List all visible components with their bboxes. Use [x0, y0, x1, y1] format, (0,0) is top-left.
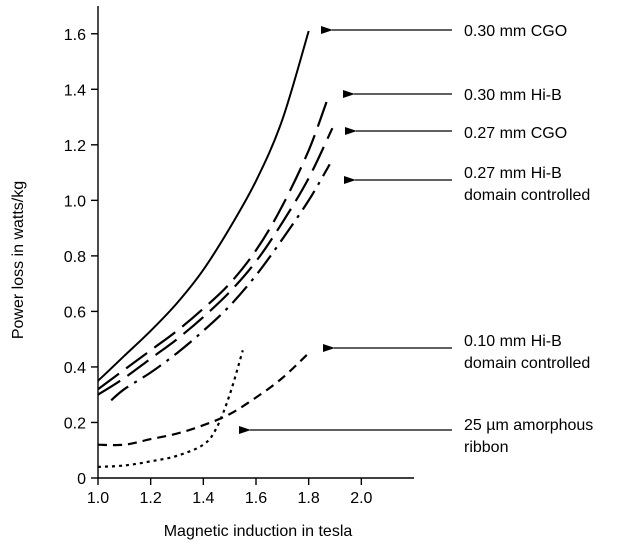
series-label-25-m-amorphous-ribbon: 25 µm amorphous [464, 417, 593, 434]
x-tick-label: 1.4 [192, 490, 214, 507]
series-annotations: 0.30 mm CGO 0.30 mm Hi-B 0.27 mm CGO 0.27 m… [239, 23, 593, 456]
y-tick-label: 1.6 [64, 27, 86, 44]
series-lines [97, 30, 334, 468]
series-label-0-27-mm-cgo: 0.27 mm CGO [464, 125, 567, 142]
y-tick-label: 1.4 [64, 82, 86, 99]
y-tick-label: 0.2 [64, 415, 86, 432]
series-label-0-10-mm-hi-b-domain-controlled: domain controlled [464, 355, 590, 372]
series-label-0-10-mm-hi-b-domain-controlled: 0.10 mm Hi-B [464, 333, 562, 350]
series-line-0-30-mm-cgo [97, 30, 310, 382]
y-axis-label: Power loss in watts/kg [10, 181, 27, 339]
y-tick-label: 0.6 [64, 304, 86, 321]
x-tick-label: 2.0 [350, 490, 372, 507]
x-tick-label: 1.8 [298, 490, 320, 507]
series-label-0-30-mm-cgo: 0.30 mm CGO [464, 23, 567, 40]
axes: 0 0.2 0.4 0.6 0.8 1.0 1.2 1.4 1.6 1.0 1.2 1.4 1.6 1.8… [64, 6, 414, 507]
series-line-0-27-mm-cgo [97, 127, 334, 396]
series-label-0-30-mm-hi-b: 0.30 mm Hi-B [464, 87, 562, 104]
series-line-0-30-mm-hi-b [97, 100, 329, 391]
y-tick-label: 1.0 [64, 193, 86, 210]
series-label-0-27-mm-hi-b-domain-controlled: 0.27 mm Hi-B [464, 165, 562, 182]
y-tick-label: 0.4 [64, 360, 86, 377]
series-line-0-10-mm-hi-b-domain-controlled [97, 352, 310, 447]
x-tick-label: 1.6 [245, 490, 267, 507]
y-tick-label: 1.2 [64, 138, 86, 155]
x-tick-label: 1.2 [140, 490, 162, 507]
series-label-25-m-amorphous-ribbon: ribbon [464, 439, 508, 456]
y-tick-label: 0 [77, 471, 86, 488]
series-line-25-m-amorphous-ribbon [97, 349, 244, 468]
x-tick-label: 1.0 [87, 490, 109, 507]
series-line-0-27-mm-hi-b-domain-controlled [110, 163, 331, 402]
series-label-0-27-mm-hi-b-domain-controlled: domain controlled [464, 187, 590, 204]
x-axis-label: Magnetic induction in tesla [164, 523, 353, 540]
y-tick-label: 0.8 [64, 249, 86, 266]
